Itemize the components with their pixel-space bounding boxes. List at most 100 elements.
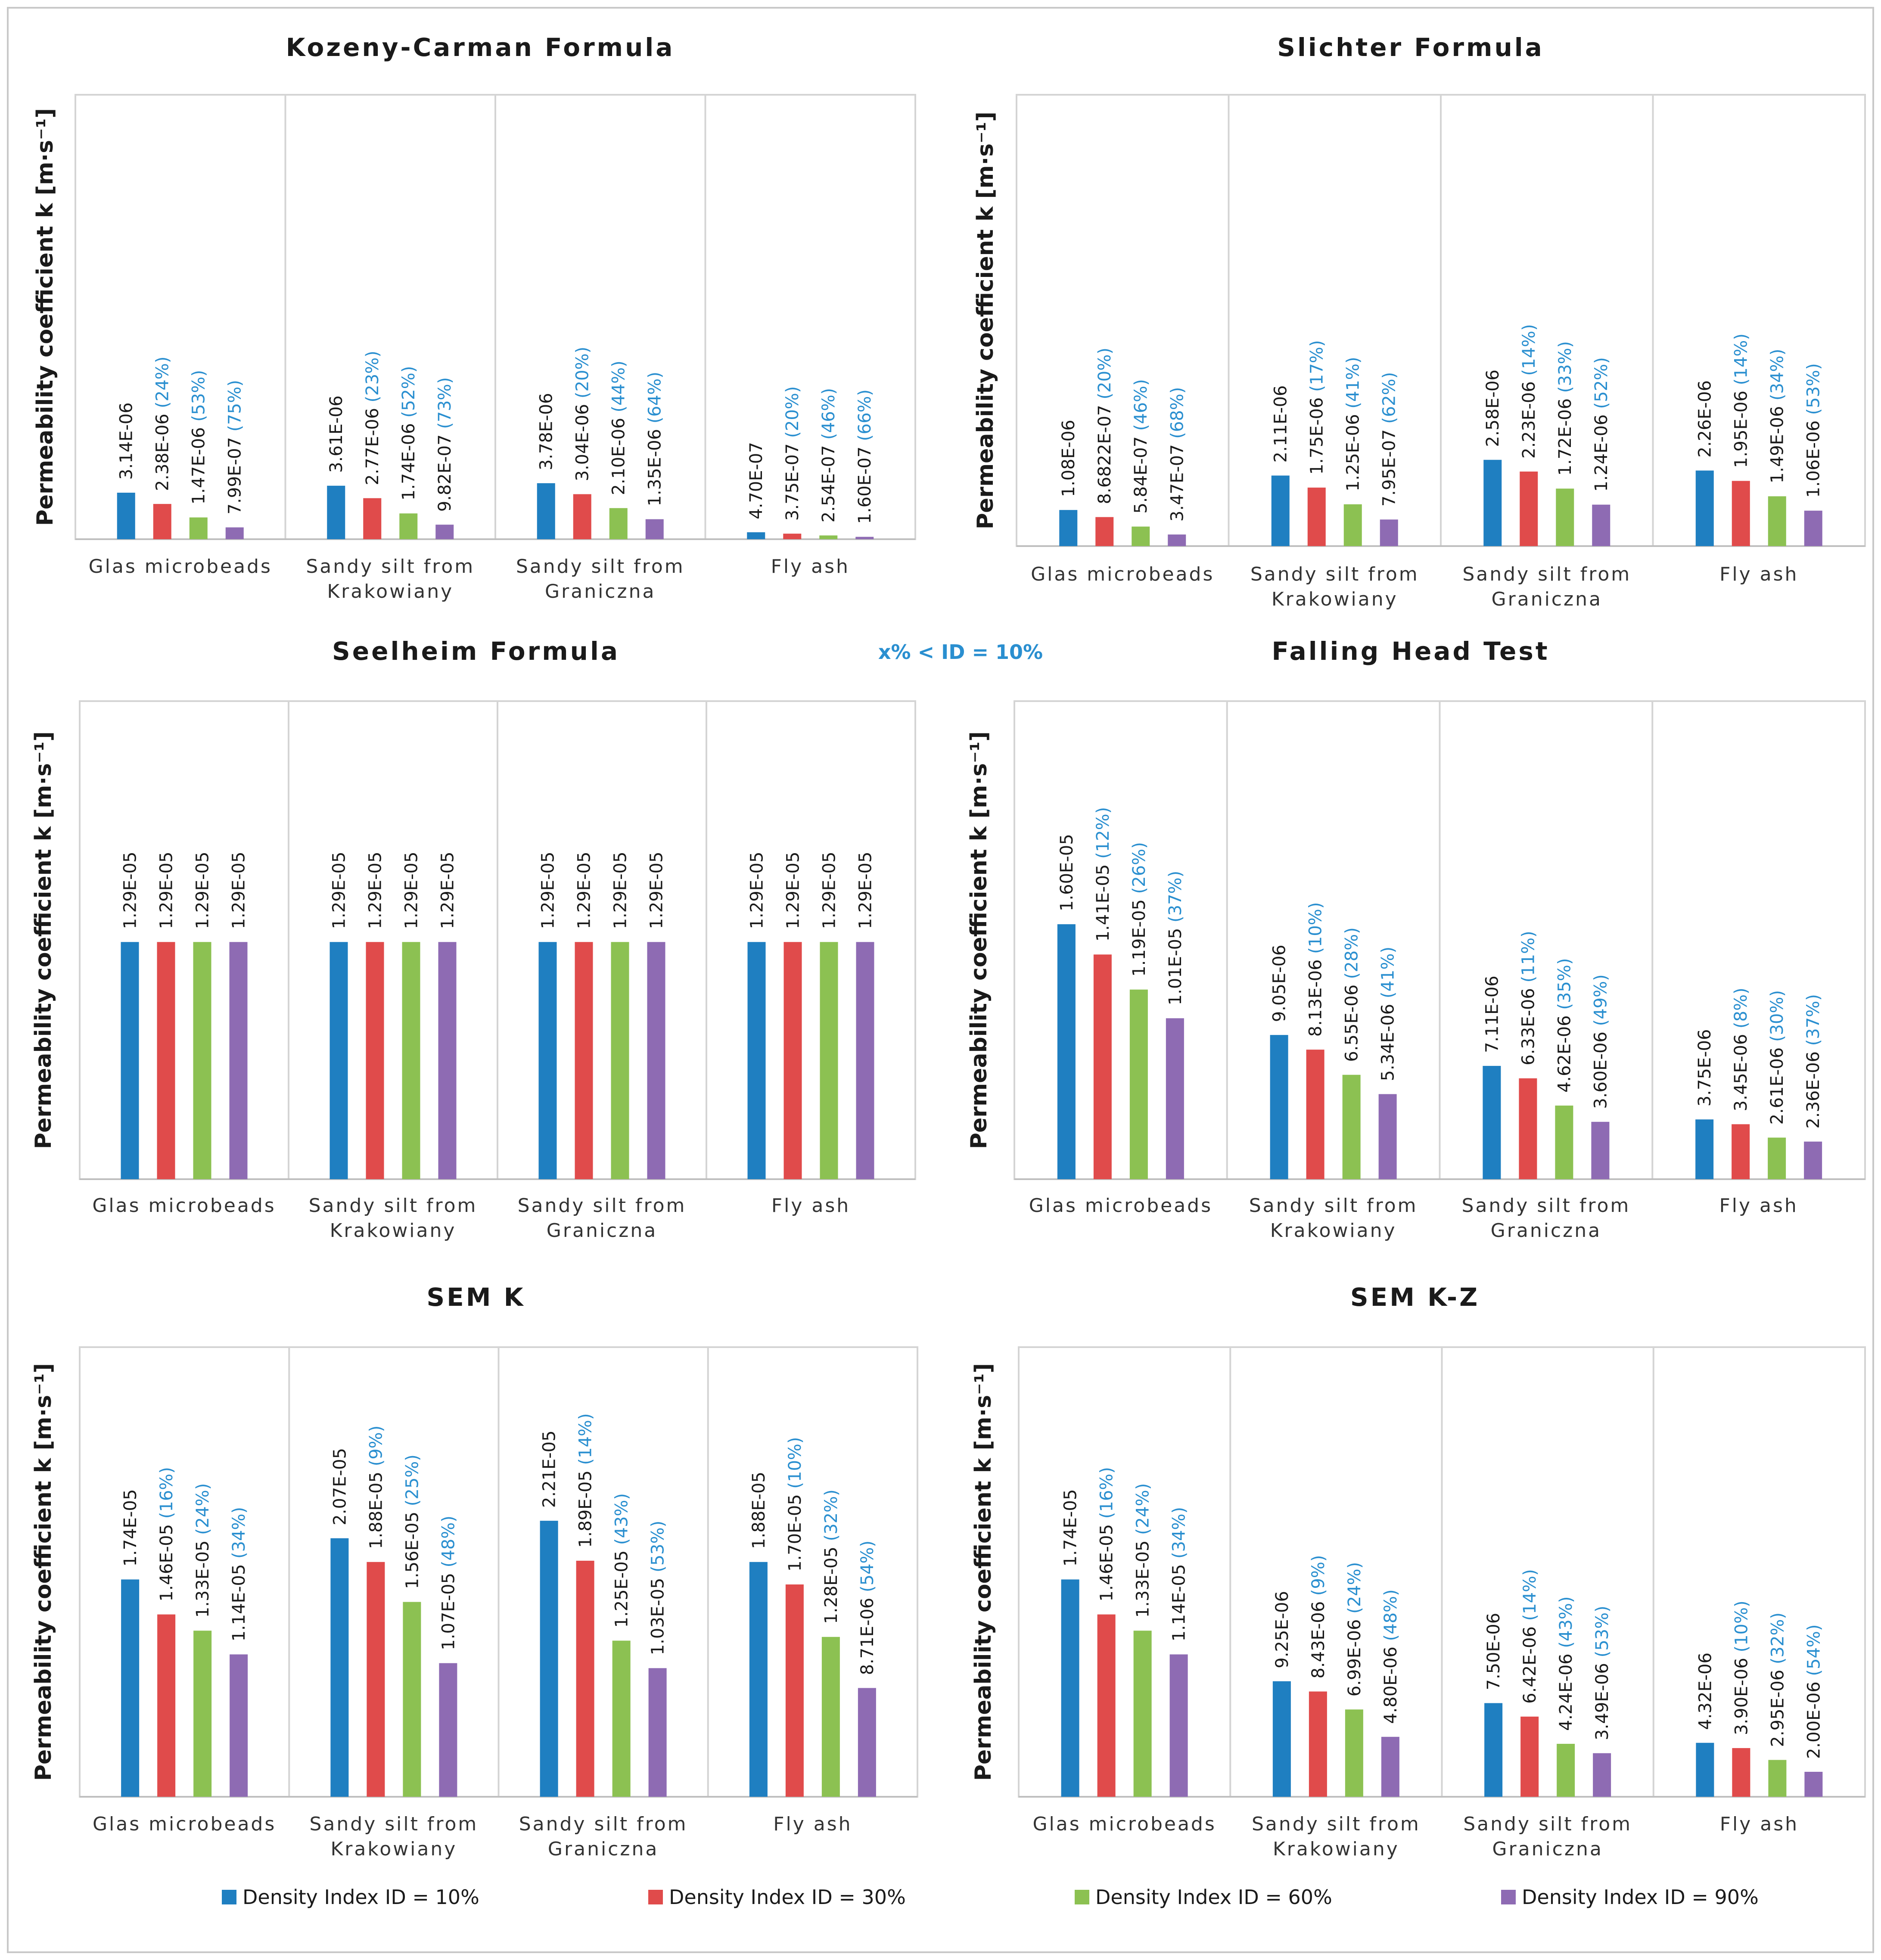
bar [1061,1579,1079,1797]
x-tick-label-line: Krakowiany [1270,1220,1397,1242]
data-label-value: 2.61E-06 [1767,1047,1787,1125]
chart-panel-4: Falling Head Test Permeability coefficien… [966,637,1866,1242]
bar [1272,1681,1291,1797]
data-label-value: 3.47E-07 [1167,444,1187,522]
data-label-value: 4.24E-06 [1556,1653,1576,1731]
bar [327,485,345,539]
data-label-value: 1.35E-06 [645,429,665,506]
data-label: 2.00E-06 (54%) [1804,1624,1824,1759]
data-label: 3.14E-06 [117,402,137,480]
data-label: 1.46E-05 (16%) [1097,1467,1117,1602]
data-label-percent: (20%) [1095,348,1115,405]
chart-title: Kozeny-Carman Formula [286,33,675,62]
x-tick-label-line: Graniczna [548,1838,659,1860]
data-label-percent: (9%) [366,1426,386,1472]
data-label-value: 1.08E-06 [1059,419,1079,497]
x-tick-label: Sandy silt from Graniczna [519,1813,688,1860]
x-tick-label: Sandy silt from Graniczna [1463,1813,1632,1860]
chart-panel-5: SEM K Permeability coefficient k [m·s⁻¹] G… [31,1283,918,1860]
y-axis-label: Permeability coefficient k [m·s⁻¹] [31,731,56,1149]
data-label-value: 5.34E-06 [1378,1004,1398,1081]
data-label: 1.29E-05 [229,852,249,929]
bar [749,1562,768,1797]
data-label-value: 7.99E-07 [225,437,245,515]
x-tick-label-line: Krakowiany [330,1220,457,1242]
bar [747,532,765,539]
x-tick-label: Sandy silt from Graniczna [516,556,685,603]
x-tick-label-line: Sandy silt from [1463,1813,1632,1835]
data-label-value: 1.25E-05 [612,1550,632,1628]
x-tick-label: Sandy silt from Graniczna [1462,563,1631,610]
data-label: 1.33E-05 (24%) [193,1483,213,1618]
bar [1306,1050,1324,1179]
bar [330,942,348,1179]
data-label-value: 1.49E-06 [1768,406,1788,484]
data-label-percent: (34%) [229,1507,249,1564]
legend-label: Density Index ID = 90% [1522,1885,1759,1909]
data-label-value: 1.70E-05 [785,1494,805,1572]
data-label-value: 1.29E-05 [157,852,177,929]
data-label-percent: (34%) [1169,1507,1189,1564]
data-label: 2.23E-06 (14%) [1519,324,1539,459]
figure-border [7,7,1874,1953]
data-label-value: 1.01E-05 [1166,928,1185,1006]
bar [647,942,665,1179]
data-label-value: 1.89E-05 [576,1470,596,1548]
data-label: 1.41E-05 (12%) [1093,807,1113,942]
data-label-value: 1.25E-06 [1343,414,1363,491]
data-label: 9.05E-06 [1270,944,1290,1022]
bar [1804,1772,1823,1797]
data-label: 1.03E-05 (53%) [648,1521,668,1656]
data-label-percent: (14%) [576,1413,596,1470]
legend-swatch [1075,1890,1089,1904]
data-label-value: 1.29E-05 [747,852,767,929]
data-label-value: 1.29E-05 [330,852,349,929]
bar [819,535,838,539]
data-label-percent: (23%) [363,351,382,408]
x-tick-label-line: Sandy silt from [518,1195,687,1217]
data-label-percent: (44%) [609,360,629,418]
data-label-value: 6.99E-06 [1345,1619,1365,1697]
data-label-value: 5.84E-07 [1131,436,1151,514]
data-label: 1.75E-06 (17%) [1307,340,1327,475]
bar [1307,488,1326,546]
data-label-value: 2.95E-06 [1768,1670,1788,1747]
data-label: 2.11E-06 [1271,385,1291,463]
x-tick-label-line: Sandy silt from [309,1195,478,1217]
data-label-percent: (48%) [438,1516,458,1573]
data-label-percent: (54%) [858,1541,877,1598]
bar [1483,1065,1501,1179]
bar [611,942,629,1179]
bar [855,537,874,539]
data-label-percent: (17%) [1307,340,1327,398]
data-label-value: 3.61E-06 [326,395,346,473]
data-label-percent: (14%) [1519,324,1539,381]
data-label-percent: (37%) [1803,994,1823,1051]
x-tick-label: Fly ash [773,1813,852,1835]
bar [193,942,211,1179]
data-label: 1.08E-06 [1059,419,1079,497]
data-label: 2.21E-05 [540,1430,560,1508]
data-label-value: 2.58E-06 [1483,370,1503,447]
bar [1804,1141,1822,1179]
data-label-percent: (12%) [1093,807,1113,864]
data-label: 7.95E-07 (62%) [1380,372,1399,507]
bar [573,494,591,539]
legend-item-3: Density Index ID = 60% [1075,1885,1332,1909]
y-axis-label: Permeability coefficient k [m·s⁻¹] [31,1363,56,1781]
data-label-value: 4.32E-06 [1695,1652,1715,1730]
data-label: 3.49E-06 (53%) [1592,1606,1612,1740]
x-tick-label: Sandy silt from Krakowiany [310,1813,479,1860]
bar [1309,1691,1327,1797]
data-label: 1.29E-05 [820,852,839,929]
data-label-value: 2.26E-06 [1695,380,1715,458]
bar [157,1614,176,1797]
bar [1519,1078,1537,1179]
data-label-value: 1.56E-05 [402,1512,422,1589]
x-tick-label-line: Fly ash [771,556,850,578]
x-tick-label-line: Glas microbeads [1032,1813,1216,1835]
data-label-percent: (8%) [1731,988,1751,1034]
data-label-value: 6.42E-06 [1520,1626,1540,1704]
data-label: 5.34E-06 (41%) [1378,947,1398,1081]
